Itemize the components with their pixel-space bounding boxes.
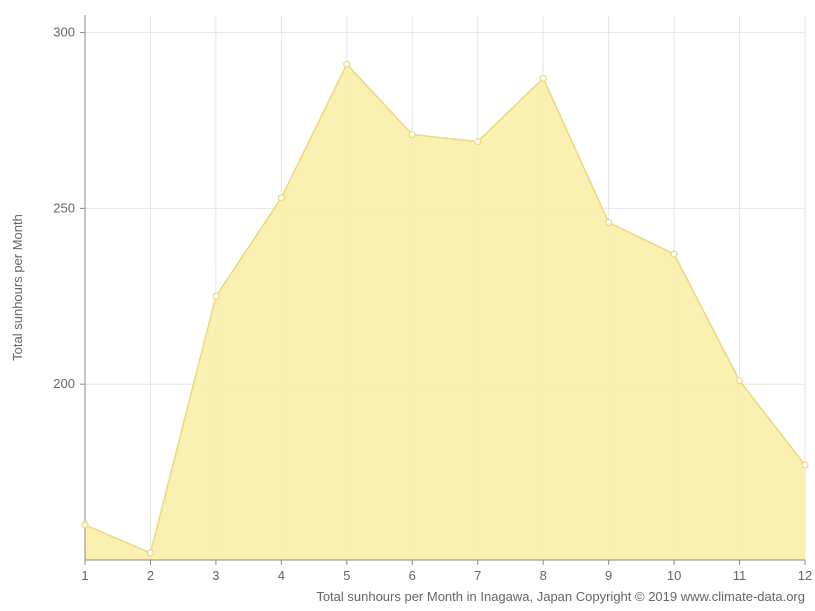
x-tick-label: 11 <box>733 568 747 583</box>
x-tick-label: 4 <box>278 568 285 583</box>
y-axis-label: Total sunhours per Month <box>10 214 25 361</box>
data-marker <box>147 550 153 556</box>
x-tick-label: 3 <box>212 568 219 583</box>
x-tick-label: 12 <box>798 568 812 583</box>
data-marker <box>671 251 677 257</box>
data-marker <box>802 462 808 468</box>
data-marker <box>606 219 612 225</box>
data-marker <box>540 75 546 81</box>
data-marker <box>475 139 481 145</box>
x-tick-label: 10 <box>667 568 681 583</box>
chart-caption: Total sunhours per Month in Inagawa, Jap… <box>316 589 805 604</box>
data-marker <box>344 61 350 67</box>
sunhours-chart: 200250300123456789101112Total sunhours p… <box>0 0 815 611</box>
x-tick-label: 5 <box>343 568 350 583</box>
y-tick-label: 300 <box>53 25 75 40</box>
data-marker <box>82 522 88 528</box>
y-tick-label: 200 <box>53 376 75 391</box>
data-marker <box>737 378 743 384</box>
data-marker <box>409 132 415 138</box>
data-marker <box>278 195 284 201</box>
chart-svg: 200250300123456789101112Total sunhours p… <box>0 0 815 611</box>
x-tick-label: 7 <box>474 568 481 583</box>
x-tick-label: 2 <box>147 568 154 583</box>
data-marker <box>213 293 219 299</box>
y-tick-label: 250 <box>53 200 75 215</box>
x-tick-label: 9 <box>605 568 612 583</box>
x-tick-label: 6 <box>409 568 416 583</box>
x-tick-label: 1 <box>81 568 88 583</box>
x-tick-label: 8 <box>540 568 547 583</box>
